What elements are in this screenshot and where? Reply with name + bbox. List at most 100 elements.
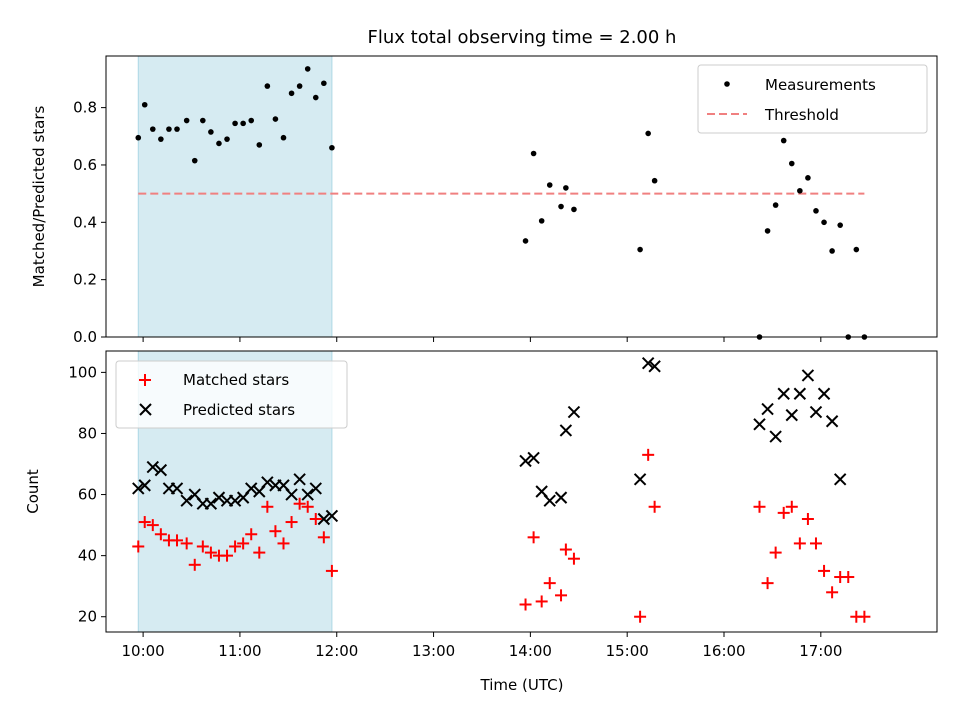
matched-star-point [293,497,306,510]
measurement-point [288,90,295,97]
legend-measurements-marker [724,81,730,87]
predicted-star-point [809,405,823,419]
matched-star-point [261,500,274,513]
matched-star-point [196,540,209,553]
measurement-point [788,160,795,167]
matched-star-point [567,552,580,565]
predicted-star-point [554,491,568,504]
x-tick-label: 14:00 [509,642,552,660]
predicted-star-point [154,463,168,477]
x-tick-label: 12:00 [315,642,358,660]
bottom-axes-frame [105,350,938,633]
measurement-point [829,248,835,254]
measurement-point [651,177,658,184]
measurement-point [637,246,643,253]
matched-star-point [769,546,782,559]
x-axis-label: Time (UTC) [480,676,564,694]
measurement-point [837,222,843,228]
matched-star-point [842,571,855,584]
measurement-point [240,120,246,127]
predicted-star-point [559,424,573,437]
predicted-star-point [293,473,306,486]
predicted-star-point [325,509,339,523]
measurement-point [329,144,335,151]
measurement-point [821,219,827,226]
bottom-y-axis-label: Count [24,469,42,514]
matched-star-point [519,598,532,611]
predicted-star-point [801,369,815,382]
measurement-point [645,130,651,137]
predicted-star-point [769,430,782,443]
matched-star-point [785,500,798,513]
measurement-point [571,206,577,213]
top-ytick-label: 0.0 [73,328,97,346]
matched-star-point [188,558,201,571]
matched-star-point [277,537,290,550]
legend-matched-label: Matched stars [183,371,289,389]
predicted-star-point [753,418,766,431]
predicted-star-point [527,451,540,465]
predicted-star-point [648,360,661,373]
matched-star-point [642,448,655,461]
top-ytick-label: 0.4 [73,213,97,231]
measurement-point [183,117,190,124]
matched-star-point [543,577,556,590]
measurement-point [805,175,811,181]
measurement-point [224,136,230,142]
measurement-point [538,218,545,224]
matched-star-point [229,540,242,553]
top-y-axis-label: Matched/Predicted stars [30,106,48,288]
measurement-point [208,129,214,135]
matched-star-point [146,519,159,532]
measurement-point [280,134,287,141]
matched-star-point [180,537,193,550]
measurement-point [312,94,319,101]
measurement-point [166,126,172,132]
matched-star-point [555,589,568,602]
matched-star-point [648,500,661,513]
measurement-point [200,117,206,124]
measurement-point [813,208,819,214]
bottom-panel: 20 40 60 80 100 10:00 11:00 12:00 13:00 14:00 15:… [24,350,938,694]
matched-star-point [818,564,831,577]
top-panel: 0.00.20.40.60.8 Matched/Predicted stars … [30,55,938,346]
x-tick-label: 11:00 [218,642,261,660]
predicted-star-point [212,491,226,504]
x-tick-label: 16:00 [702,642,745,660]
chart-title: Flux total observing time = 2.00 h [368,27,677,48]
measurement-point [780,137,787,144]
measurement-point [772,202,779,208]
bottom-ytick-label: 100 [68,363,97,381]
matched-star-point [253,546,266,559]
matched-star-point [527,531,540,544]
measurement-point [174,126,180,132]
legend-predicted-label: Predicted stars [183,401,295,419]
matched-star-point [221,549,234,562]
predicted-star-point [761,402,774,416]
matched-star-point [285,516,298,529]
measurement-point [272,116,279,122]
measurement-point [256,142,263,148]
top-ytick-label: 0.2 [73,271,97,289]
matched-star-point [809,537,822,550]
predicted-star-point [641,357,655,370]
bottom-ytick-label: 60 [78,486,97,504]
predicted-star-point [785,408,798,422]
predicted-star-point [204,497,218,510]
legend-matched-marker [139,374,151,386]
matched-star-point [237,537,250,550]
x-tick-label: 13:00 [412,642,455,660]
matched-star-point [170,534,183,547]
measurement-point [321,80,327,87]
predicted-star-point [228,494,242,507]
x-tick-label: 10:00 [121,642,164,660]
measurement-point [296,83,303,89]
matched-star-point [777,506,790,519]
measurement-point [232,120,238,127]
measurement-point [264,83,271,89]
matched-star-point [269,525,282,538]
measurement-point [558,203,564,210]
measurement-point [563,185,569,191]
matched-star-point [301,500,314,513]
predicted-star-point [825,415,839,428]
